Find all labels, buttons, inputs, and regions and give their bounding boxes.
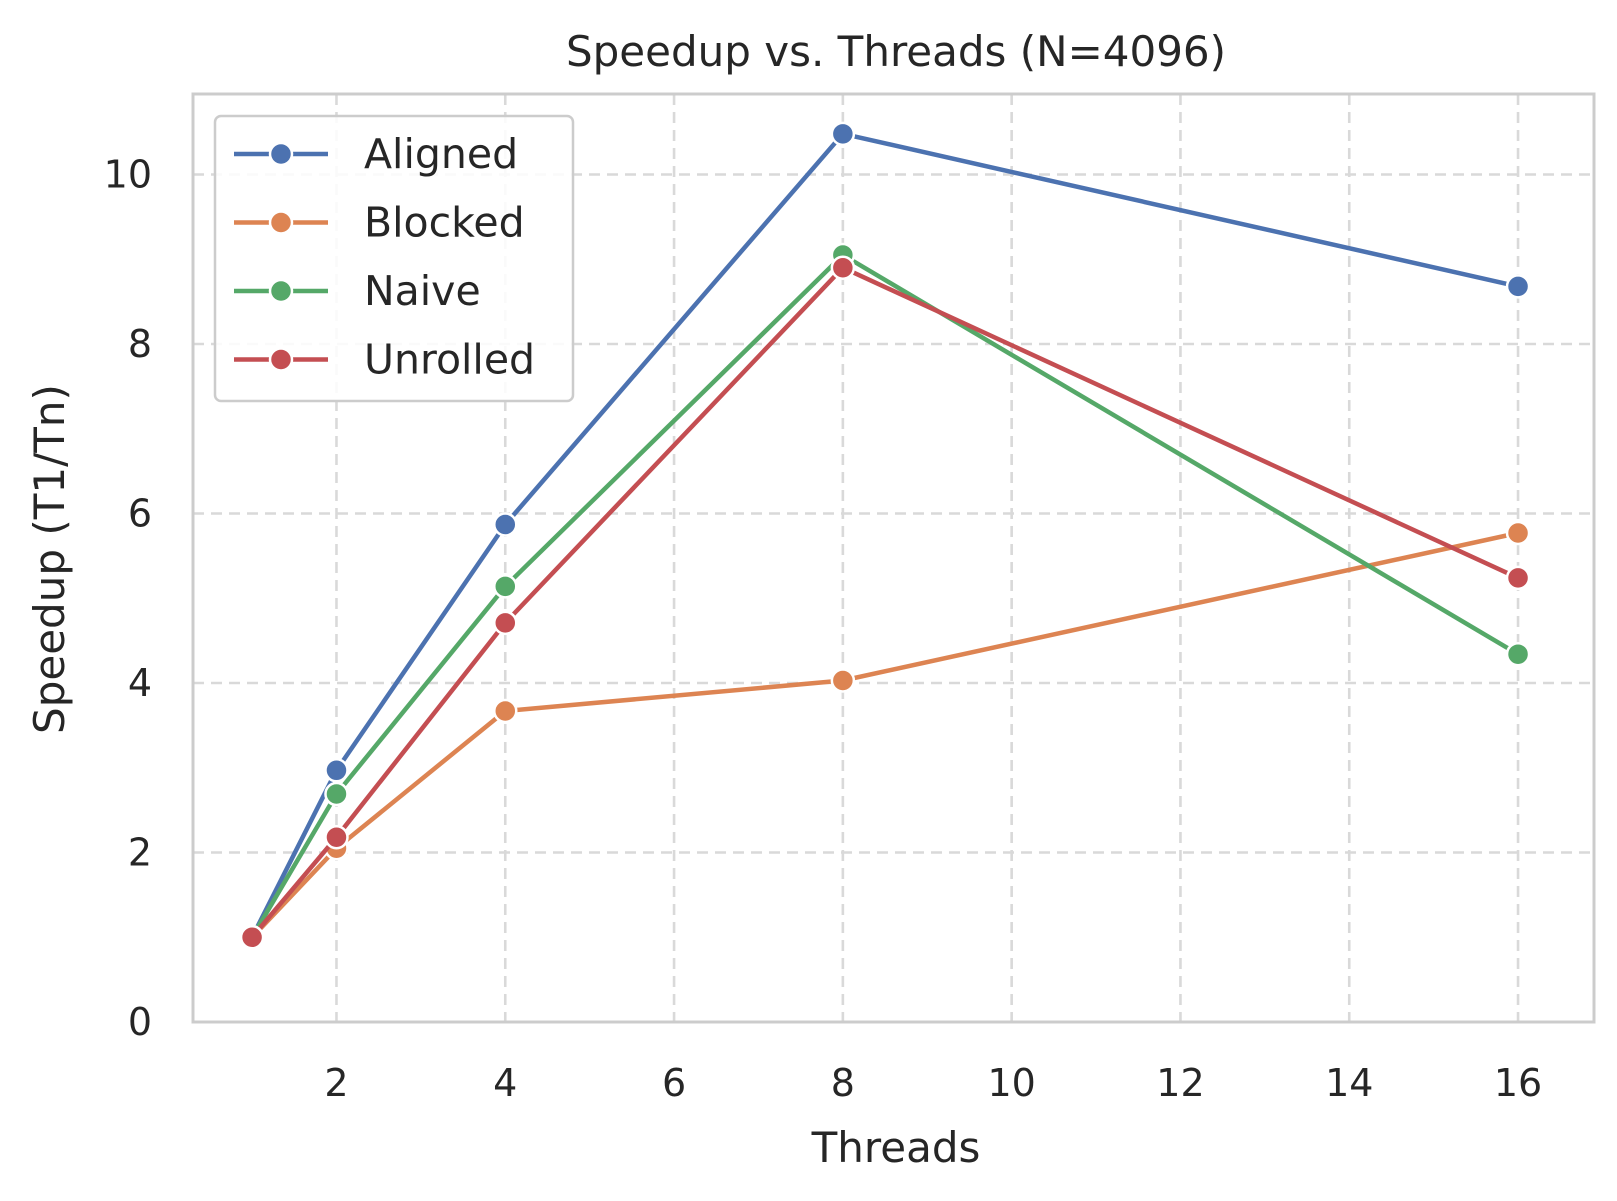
legend-label: Blocked xyxy=(364,199,525,247)
y-tick-label: 0 xyxy=(128,1000,152,1044)
data-point-blocked xyxy=(830,668,856,693)
legend-box xyxy=(213,114,575,403)
x-tick-label: 6 xyxy=(662,1061,686,1105)
legend-label: Unrolled xyxy=(364,336,535,384)
series-line-blocked xyxy=(249,530,1521,940)
legend-item-unrolled: Unrolled xyxy=(234,336,535,384)
x-tick-label: 8 xyxy=(831,1061,855,1105)
data-point-aligned xyxy=(324,758,349,783)
legend: Aligned Blocked Naive Unrolled xyxy=(213,114,575,403)
data-point-aligned xyxy=(830,121,856,147)
data-point-blocked xyxy=(493,698,518,724)
legend-item-aligned: Aligned xyxy=(234,130,518,178)
y-tick-labels: 0 2 4 6 8 10 xyxy=(104,153,152,1044)
data-point-unrolled xyxy=(239,925,265,950)
x-tick-label: 12 xyxy=(1156,1061,1204,1105)
legend-marker xyxy=(268,278,294,304)
y-tick-label: 6 xyxy=(128,492,152,536)
data-point-unrolled xyxy=(324,824,349,850)
x-tick-label: 10 xyxy=(987,1061,1035,1105)
x-tick-label: 16 xyxy=(1494,1061,1542,1105)
plot-frame xyxy=(191,92,1596,1024)
legend-label: Aligned xyxy=(364,130,518,178)
x-axis-label: Threads xyxy=(811,1123,981,1172)
data-point-blocked xyxy=(1505,520,1531,546)
x-tick-label: 14 xyxy=(1325,1061,1373,1105)
data-point-naive xyxy=(493,574,518,599)
legend-label: Naive xyxy=(364,267,481,315)
chart-title: Speedup vs. Threads (N=4096) xyxy=(566,27,1226,76)
legend-marker xyxy=(268,210,294,235)
data-point-aligned xyxy=(493,512,518,537)
data-point-unrolled xyxy=(1505,565,1531,591)
y-tick-label: 10 xyxy=(104,153,152,197)
y-tick-label: 2 xyxy=(128,831,152,875)
y-tick-label: 8 xyxy=(128,322,152,366)
data-point-aligned xyxy=(1505,274,1531,299)
data-point-naive xyxy=(324,781,349,807)
data-point-unrolled xyxy=(493,610,518,636)
series-blocked xyxy=(239,520,1531,950)
data-point-unrolled xyxy=(830,255,856,280)
data-point-naive xyxy=(1505,641,1531,667)
x-tick-labels: 2 4 6 8 10 12 14 16 xyxy=(324,1061,1542,1105)
series-layer xyxy=(239,121,1531,950)
series-unrolled xyxy=(239,255,1531,950)
legend-item-blocked: Blocked xyxy=(234,199,525,247)
x-tick-label: 4 xyxy=(493,1061,517,1105)
y-tick-label: 4 xyxy=(128,661,152,705)
legend-marker xyxy=(268,141,294,167)
legend-marker xyxy=(268,347,294,372)
y-axis-label: Speedup (T1/Tn) xyxy=(25,384,74,734)
x-tick-label: 2 xyxy=(324,1061,348,1105)
legend-item-naive: Naive xyxy=(234,267,481,315)
